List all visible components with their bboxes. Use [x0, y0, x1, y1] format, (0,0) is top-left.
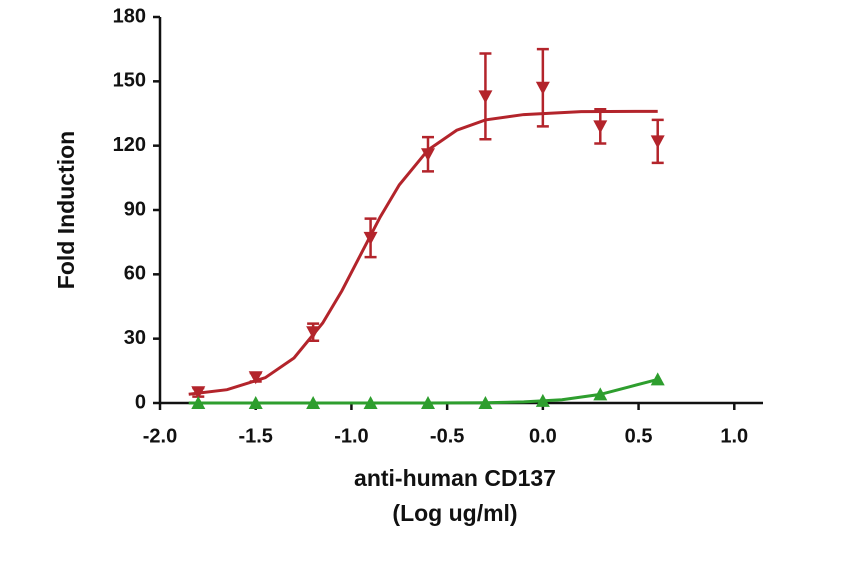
data-point [593, 120, 608, 134]
data-point [478, 90, 493, 104]
data-point [363, 396, 378, 409]
y-tick-label: 90 [124, 198, 146, 220]
data-point [478, 396, 493, 409]
data-point [306, 396, 321, 409]
data-point [421, 396, 435, 409]
y-tick-label: 180 [113, 5, 146, 27]
y-tick-label: 30 [124, 327, 146, 349]
data-point [248, 371, 263, 385]
x-tick-label: 0.0 [529, 425, 557, 447]
data-point [535, 393, 550, 407]
data-point [306, 326, 321, 340]
data-point [363, 231, 378, 245]
x-tick-label: 0.5 [625, 425, 653, 447]
x-tick-label: -1.0 [334, 425, 368, 447]
data-point [421, 148, 435, 162]
data-point [535, 81, 550, 95]
y-tick-label: 120 [113, 134, 146, 156]
y-tick-label: 0 [135, 391, 146, 413]
data-point [650, 372, 665, 386]
data-point [650, 135, 665, 149]
y-axis-label: Fold Induction [53, 131, 79, 289]
x-axis-label: (Log ug/ml) [392, 500, 517, 526]
y-tick-label: 60 [124, 263, 146, 285]
x-tick-label: -1.5 [238, 425, 272, 447]
y-tick-label: 150 [113, 70, 146, 92]
fit-curve [188, 377, 659, 405]
x-tick-label: -2.0 [143, 425, 177, 447]
data-point [191, 386, 206, 400]
x-tick-label: -0.5 [430, 425, 464, 447]
data-point [191, 396, 206, 409]
x-axis-label: anti-human CD137 [354, 465, 556, 491]
data-point [248, 396, 263, 409]
fit-curve [188, 109, 658, 396]
x-tick-label: 1.0 [720, 425, 748, 447]
data-point [593, 387, 608, 401]
